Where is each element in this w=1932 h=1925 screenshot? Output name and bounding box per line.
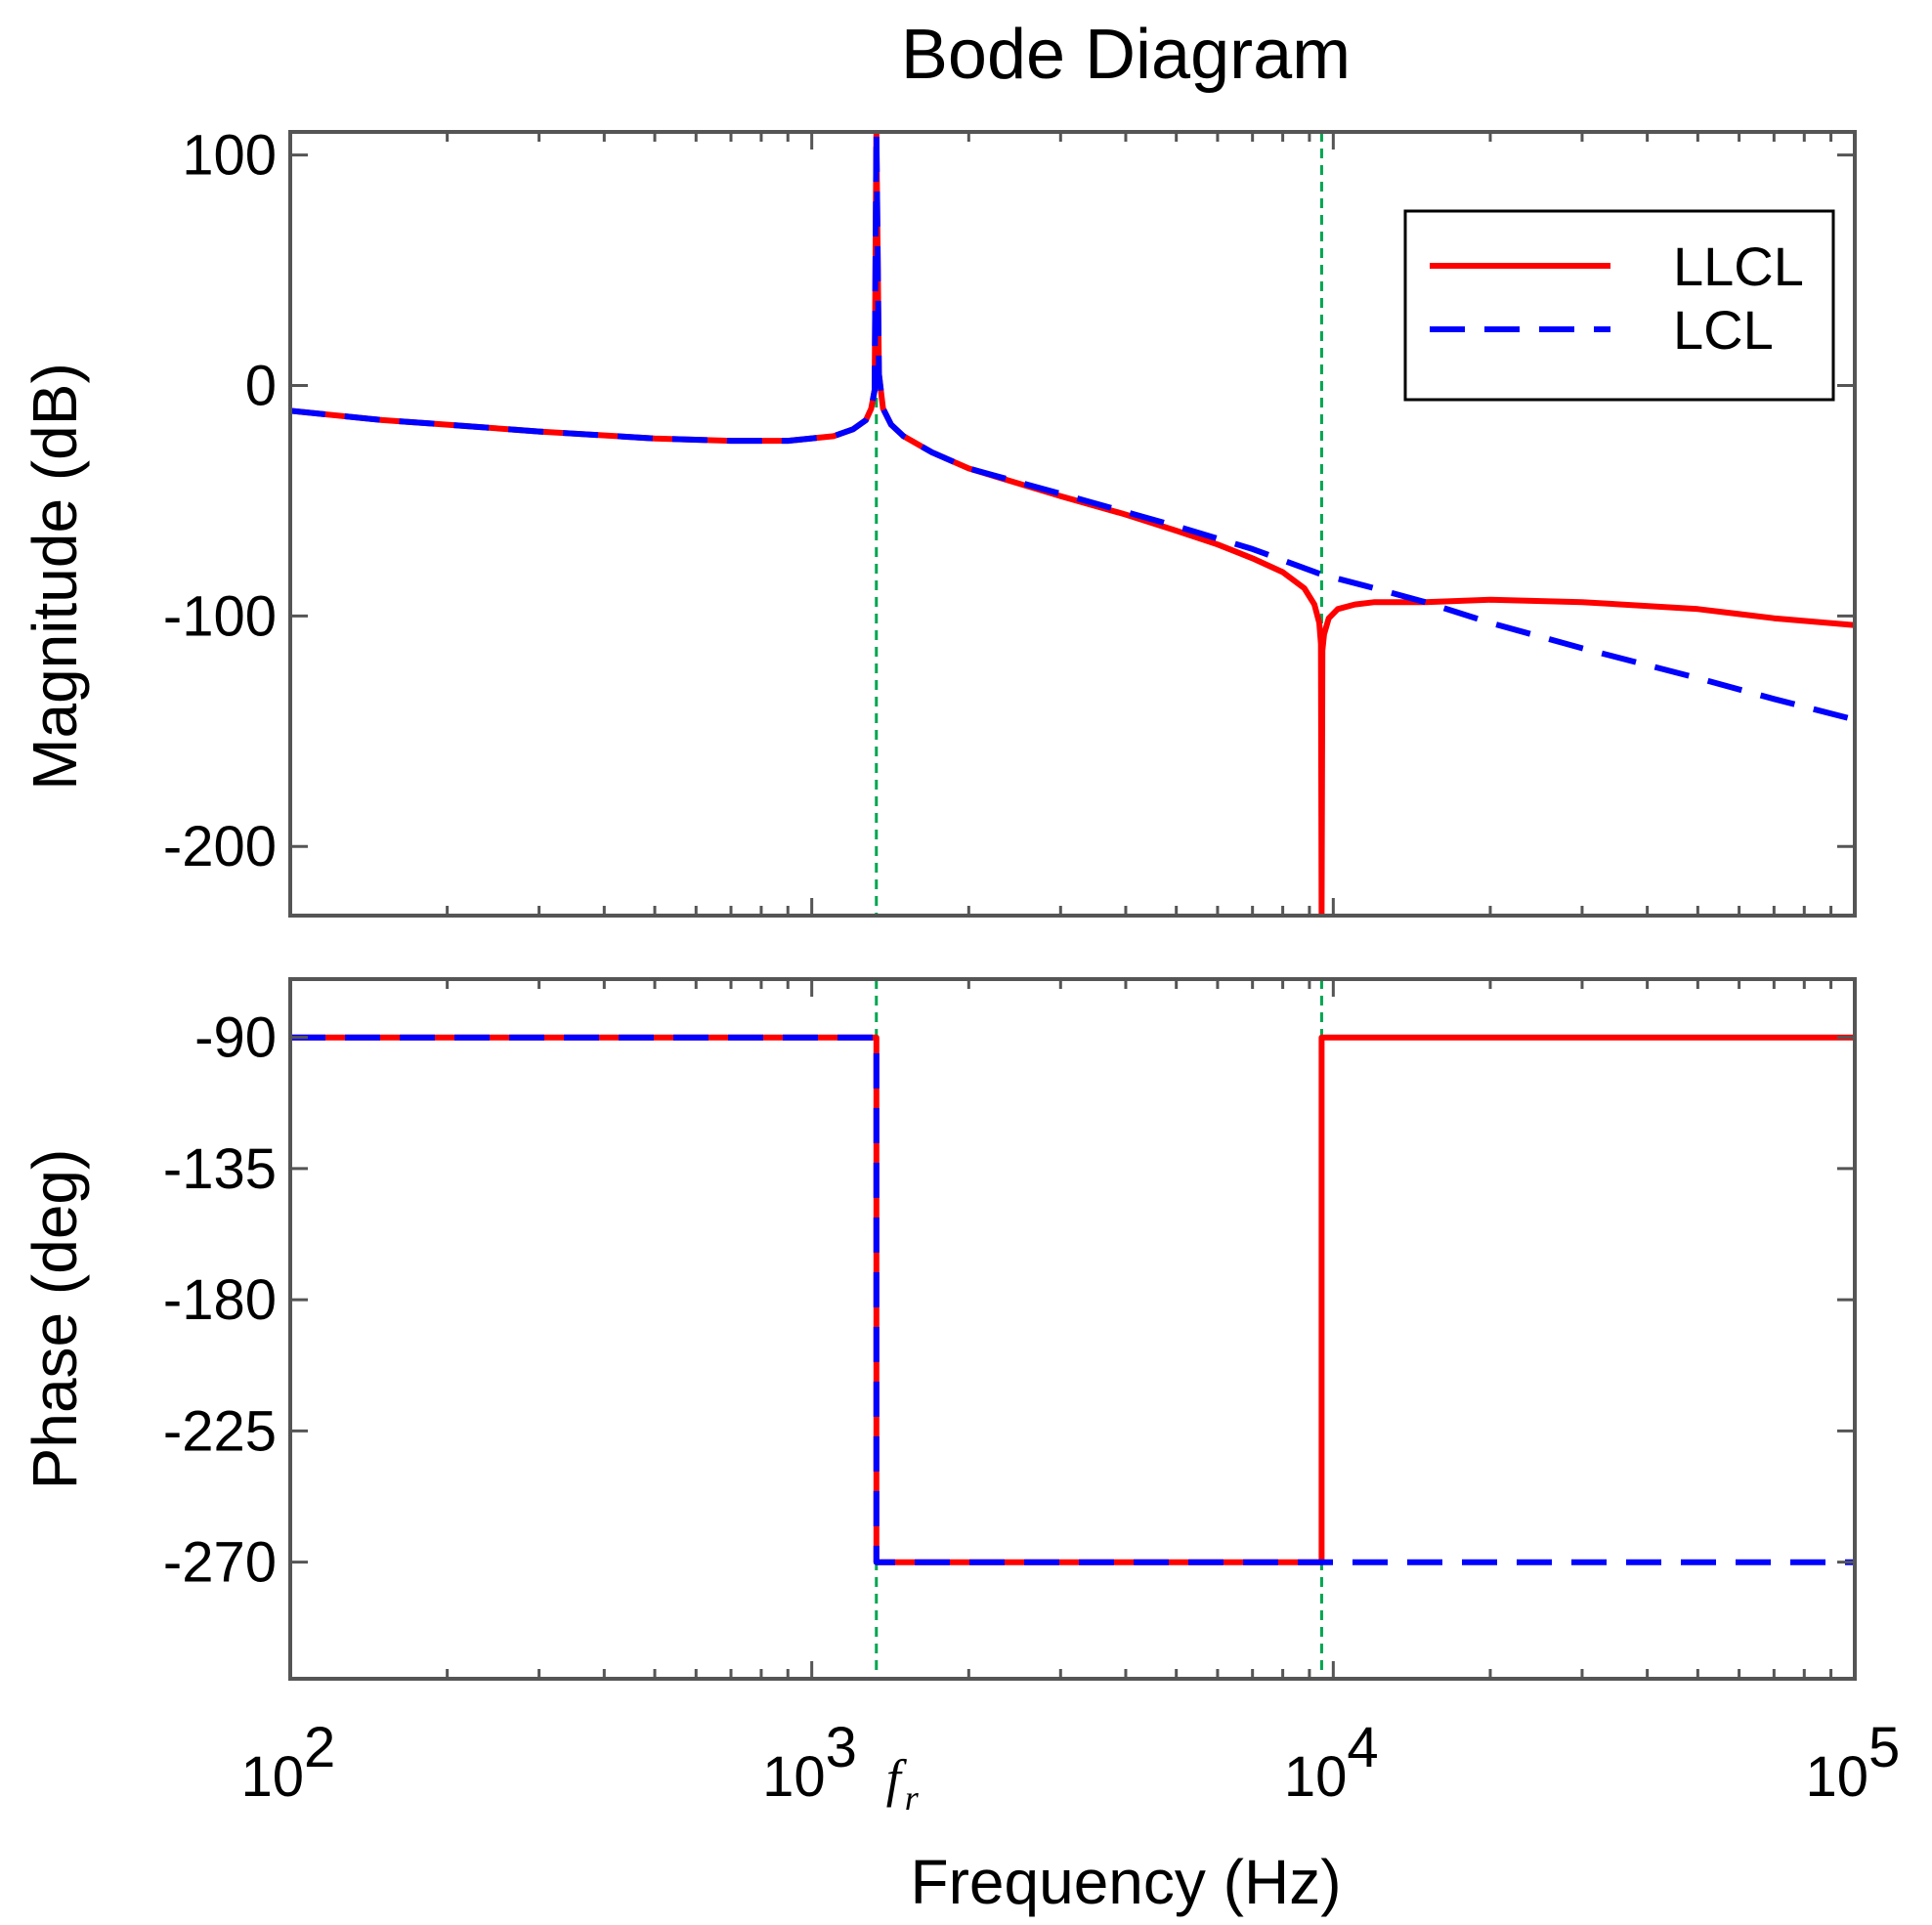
legend-label-llcl: LLCL [1673,235,1804,297]
magnitude-ytick-label: -200 [163,815,277,878]
legend-label-lcl: LCL [1673,299,1774,361]
x-tick-label: 10 [240,1745,304,1809]
legend: LLCL LCL [1403,209,1835,402]
magnitude-series-llcl [290,132,1855,916]
x-tick-label: 10 [1805,1745,1868,1809]
x-tick-label: 10 [1284,1745,1348,1809]
magnitude-ytick-label: 0 [245,354,277,417]
phase-ytick-label: -225 [163,1399,277,1463]
magnitude-ytick-label: -100 [163,584,277,648]
magnitude-axes-frame [288,130,1857,918]
x-tick-exponent: 5 [1868,1716,1900,1779]
x-axis-label: Frequency (Hz) [911,1847,1342,1917]
phase-series-lcl [290,1034,1855,1565]
x-tick-exponent: 2 [304,1716,335,1779]
magnitude-series-lcl [290,132,1855,723]
phase-ylabel: Phase (deg) [20,1149,90,1490]
phase-ytick-label: -135 [163,1137,277,1201]
magnitude-ytick-label: 100 [182,124,277,188]
x-axis: 10 2 10 3 10 4 10 5f r [240,1716,1900,1818]
phase-axes-frame [288,977,1857,1681]
legend-box [1403,209,1835,402]
phase-ytick-label: -180 [163,1268,277,1332]
x-tick-exponent: 3 [826,1716,857,1779]
phase-plot: -90 -135 -180 -225 -270 [163,977,1857,1681]
phase-ytick-label: -90 [194,1006,277,1070]
phase-series-llcl [290,1034,1855,1565]
x-tick-exponent: 4 [1347,1716,1378,1779]
phase-ytick-label: -270 [163,1531,277,1595]
chart-title: Bode Diagram [901,16,1351,94]
magnitude-ylabel: Magnitude (dB) [20,363,90,791]
magnitude-plot: 100 0 -100 -200 [163,124,1857,918]
x-tick-label: 10 [762,1745,826,1809]
